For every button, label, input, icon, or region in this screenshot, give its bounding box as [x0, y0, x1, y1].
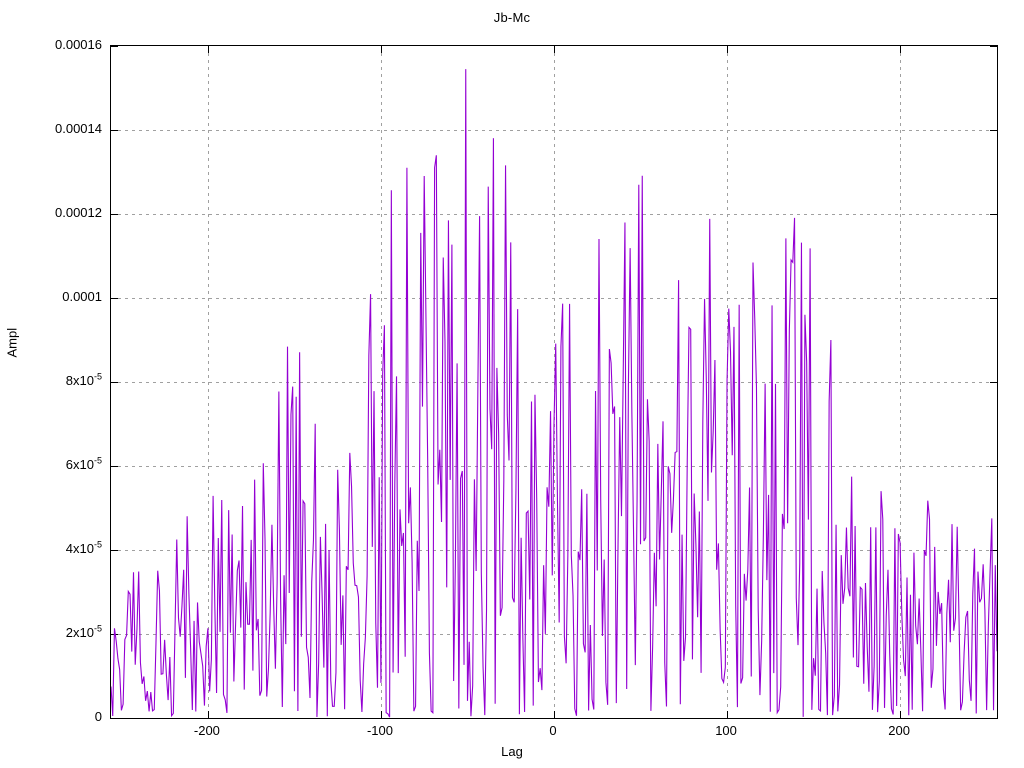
data-series-line	[111, 69, 997, 718]
x-tick-label: -200	[193, 723, 220, 738]
plot-area	[110, 45, 998, 719]
y-tick-label: 2x10-5	[65, 623, 102, 640]
axis-ticks	[111, 46, 997, 718]
y-tick-label: 0.00014	[55, 121, 102, 136]
x-tick-label: 100	[715, 723, 737, 738]
y-tick-label: 0.00012	[55, 205, 102, 220]
y-tick-label: 0.00016	[55, 37, 102, 52]
data-line-chart	[111, 46, 997, 718]
x-tick-label: -100	[366, 723, 393, 738]
y-tick-label: 4x10-5	[65, 539, 102, 556]
y-axis-tick-labels: 0 2x10-5 4x10-5 6x10-5 8x10-5 0.0001 0.00012 0.…	[0, 0, 102, 768]
y-tick-label: 8x10-5	[65, 371, 102, 388]
chart-title: Jb-Mc	[493, 10, 531, 25]
x-tick-label: 0	[549, 723, 557, 738]
y-tick-label: 0.0001	[62, 289, 102, 304]
x-axis-label: Lag	[501, 744, 523, 759]
x-tick-label: 200	[888, 723, 910, 738]
y-tick-label: 0	[94, 709, 102, 724]
y-tick-label: 6x10-5	[65, 455, 102, 472]
